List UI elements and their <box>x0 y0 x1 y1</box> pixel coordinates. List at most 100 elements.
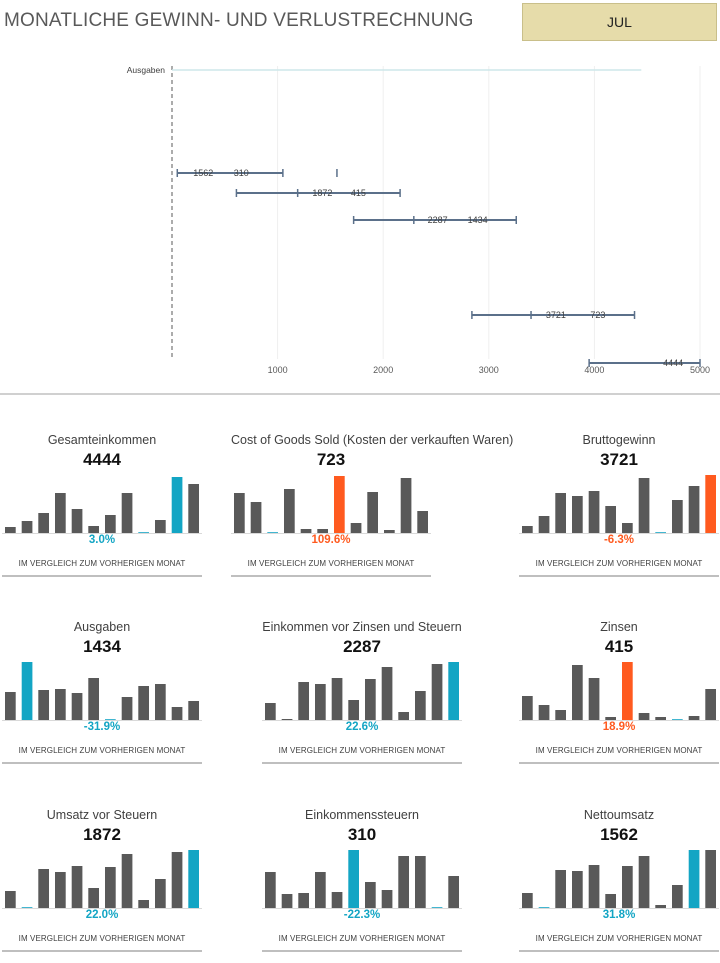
spark-bar <box>5 692 16 720</box>
spark-bar <box>384 530 395 533</box>
kpi-value: 1872 <box>83 825 121 844</box>
spark-bar <box>398 856 409 908</box>
x-tick-label: 1000 <box>268 365 288 375</box>
spark-bar <box>88 526 99 533</box>
kpi-sparkline <box>262 850 462 909</box>
spark-bar <box>538 907 550 908</box>
kpi-sparkline <box>231 476 431 534</box>
waterfall-label: 310 <box>234 168 249 178</box>
kpi-caption: IM VERGLEICH ZUM VORHERIGEN MONAT <box>18 559 186 568</box>
kpi-title: Zinsen <box>600 620 638 634</box>
spark-bar <box>522 893 533 908</box>
spark-bar <box>622 523 633 533</box>
waterfall-label: 1434 <box>468 215 488 225</box>
spark-bar <box>655 905 666 908</box>
kpi-sparkline <box>2 477 202 534</box>
spark-bar <box>688 486 700 533</box>
spark-bar <box>188 701 199 720</box>
spark-bar <box>448 662 459 720</box>
spark-bar <box>331 678 343 720</box>
spark-bar <box>572 665 583 720</box>
spark-bar <box>331 892 343 908</box>
kpi-sparkline <box>519 850 719 909</box>
spark-bar <box>105 719 116 720</box>
spark-bar <box>121 493 133 533</box>
spark-bar <box>381 667 393 720</box>
spark-bar <box>348 850 359 908</box>
spark-bar <box>705 689 716 720</box>
spark-bar <box>538 516 550 533</box>
kpi-value: 1562 <box>600 825 638 844</box>
spark-bar <box>415 691 426 720</box>
spark-bar <box>348 700 359 720</box>
spark-bar <box>21 521 33 533</box>
kpi-underline <box>231 575 431 577</box>
waterfall-label: 415 <box>351 188 366 198</box>
spark-bar <box>672 719 683 720</box>
spark-bar <box>448 876 459 908</box>
kpi-underline <box>262 950 462 952</box>
spark-bar <box>5 891 16 908</box>
kpi-caption: IM VERGLEICH ZUM VORHERIGEN MONAT <box>535 559 703 568</box>
spark-bar <box>71 509 83 533</box>
spark-bar <box>71 866 83 908</box>
spark-bar <box>655 717 666 720</box>
waterfall-label: 1562 <box>193 168 213 178</box>
spark-bar <box>367 492 378 533</box>
x-tick-label: 5000 <box>690 365 710 375</box>
spark-bar <box>265 703 276 720</box>
spark-bar <box>267 532 278 533</box>
waterfall-label: 3721 <box>546 310 566 320</box>
kpi-change: -31.9% <box>83 721 121 733</box>
spark-bar <box>431 664 443 720</box>
spark-bar <box>155 520 166 533</box>
kpi-title: Nettoumsatz <box>583 808 655 822</box>
spark-bar <box>281 894 293 908</box>
spark-bar <box>334 476 345 533</box>
kpi-title: Cost of Goods Sold (Kosten der verkaufte… <box>231 433 514 447</box>
section-divider <box>0 393 720 395</box>
spark-bar <box>188 484 199 533</box>
kpi-caption: IM VERGLEICH ZUM VORHERIGEN MONAT <box>535 746 703 755</box>
spark-bar <box>298 893 309 908</box>
spark-bar <box>365 679 376 720</box>
spark-bar <box>71 693 83 720</box>
spark-bar <box>365 882 376 908</box>
spark-bar <box>138 900 149 908</box>
spark-bar <box>105 515 116 533</box>
spark-bar <box>522 696 533 720</box>
kpi-change: -6.3% <box>603 534 635 546</box>
spark-bar <box>417 511 428 533</box>
x-tick-label: 3000 <box>479 365 499 375</box>
kpi-title: Bruttogewinn <box>582 433 656 447</box>
spark-bar <box>298 682 309 720</box>
spark-bar <box>55 872 66 908</box>
kpi-title: Einkommenssteuern <box>305 808 419 822</box>
kpi-sparkline <box>2 850 202 909</box>
spark-bar <box>350 523 362 533</box>
spark-bar <box>315 872 326 908</box>
kpi-underline <box>519 575 719 577</box>
spark-bar <box>572 871 583 908</box>
spark-bar <box>638 856 650 908</box>
kpi-change: 31.8% <box>602 909 636 921</box>
kpi-value: 2287 <box>343 637 381 656</box>
spark-bar <box>398 712 409 720</box>
spark-bar <box>317 529 328 533</box>
kpi-caption: IM VERGLEICH ZUM VORHERIGEN MONAT <box>278 934 446 943</box>
spark-bar <box>171 852 183 908</box>
month-selector[interactable]: JUL <box>522 3 717 41</box>
spark-bar <box>38 690 49 720</box>
kpi-value: 3721 <box>600 450 638 469</box>
kpi-change: 109.6% <box>311 534 351 546</box>
kpi-change: 22.0% <box>85 909 119 921</box>
waterfall-chart: 1000 2000 3000 4000 5000 Ausgaben 1562 310 1872 4… <box>127 65 710 375</box>
spark-bar <box>381 890 393 908</box>
spark-bar <box>155 879 166 908</box>
kpi-title: Einkommen vor Zinsen und Steuern <box>262 620 462 634</box>
spark-bar <box>55 493 66 533</box>
spark-bar <box>265 872 276 908</box>
spark-bar <box>400 478 412 533</box>
spark-bar <box>555 493 566 533</box>
kpi-change: 3.0% <box>88 534 116 546</box>
